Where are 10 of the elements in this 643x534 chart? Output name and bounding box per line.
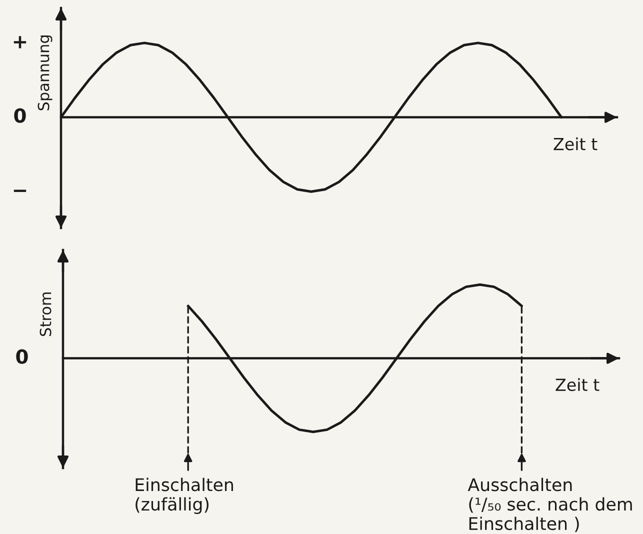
text: Einschalten (zufällig) xyxy=(136,478,233,514)
x-axis-title: Zeit t xyxy=(556,378,600,392)
text: Ausschalten (¹/₅₀ sec. nach dem Einschalten ) xyxy=(468,478,632,532)
y-axis-title: Spannung xyxy=(38,35,52,110)
text: 0 xyxy=(14,108,26,123)
text: 0 xyxy=(16,349,28,364)
text: − xyxy=(14,190,26,192)
x-axis-title: Zeit t xyxy=(554,137,598,150)
y-axis-title: Strom xyxy=(40,292,52,336)
text: + xyxy=(14,36,26,48)
